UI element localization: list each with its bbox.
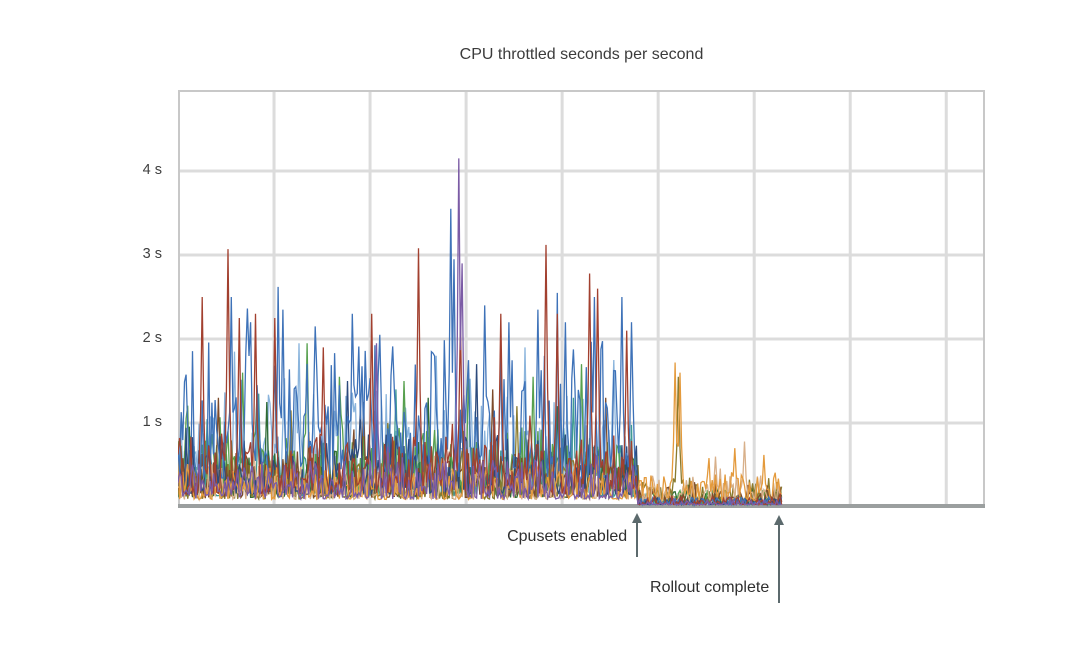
annotation-label: Rollout complete (650, 579, 770, 596)
series-blue (178, 208, 783, 508)
annotation-label: Cpusets enabled (507, 528, 628, 545)
y-tick-label: 1 s (142, 414, 162, 430)
annotation-arrow-icon (774, 515, 785, 603)
y-tick-label: 3 s (142, 246, 162, 262)
series-purple (178, 158, 782, 507)
y-tick-label: 4 s (142, 162, 162, 178)
plot-svg (178, 90, 985, 508)
chart-title: CPU throttled seconds per second (459, 46, 704, 63)
y-tick-label: 2 s (142, 330, 162, 346)
series-darkred (178, 244, 783, 507)
plot-area (178, 90, 985, 508)
annotation-arrow-icon (632, 513, 643, 557)
